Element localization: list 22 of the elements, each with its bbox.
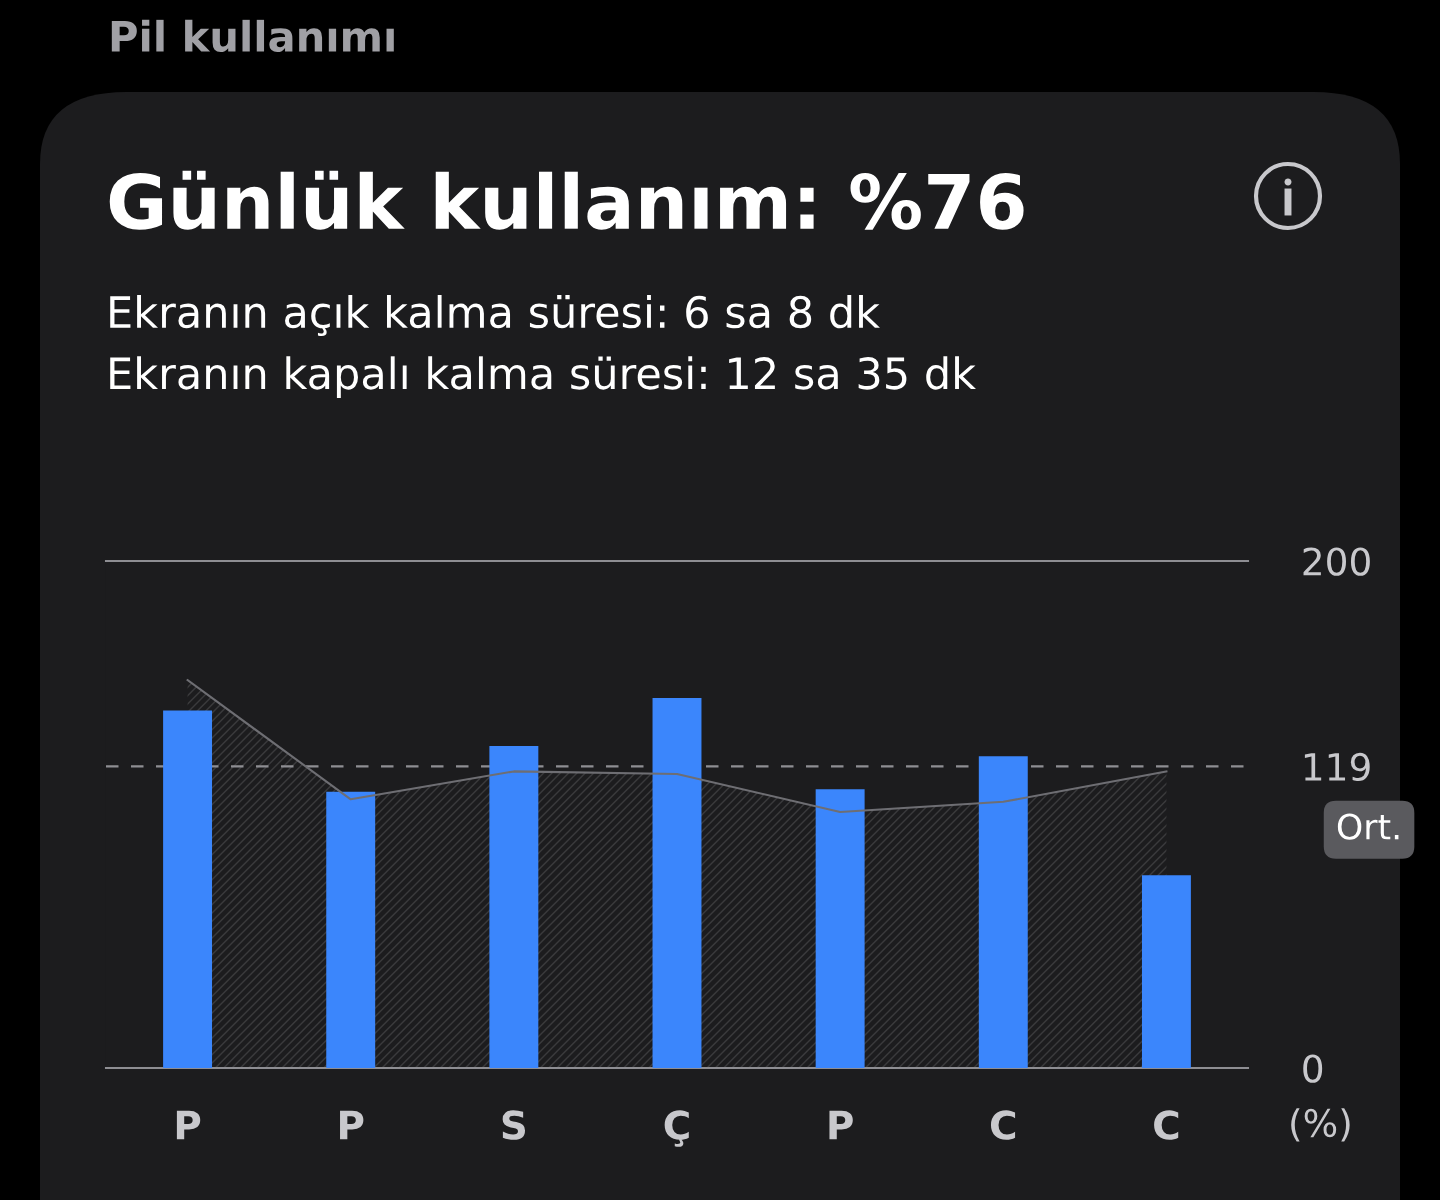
y-tick-label: 119 — [1304, 752, 1370, 782]
bar — [978, 756, 1028, 1068]
x-tick-label: P — [340, 1110, 364, 1140]
text: Pil kullanımı — [111, 19, 394, 53]
bar — [489, 746, 539, 1068]
x-tick-label: P — [176, 1110, 201, 1140]
bar — [1141, 875, 1191, 1068]
bar — [815, 789, 865, 1068]
ref-line-label: Ort. — [1337, 813, 1399, 840]
y-tick-label: 200 — [1303, 547, 1370, 576]
chart-title: Günlük kullanım: %76 — [109, 170, 1024, 230]
chart-subtitle: Ekranın açık kalma süresi: 6 sa 8 dk Ekranın kapalı kalma süresi: 12 sa 35 dk — [110, 295, 976, 398]
bar — [652, 697, 702, 1068]
bar — [326, 791, 376, 1068]
y-tick-label: 0 — [1303, 1054, 1323, 1083]
x-tick-label: P — [829, 1110, 853, 1140]
x-tick-label: Ç — [664, 1110, 689, 1147]
y-axis-title: (%) — [1291, 1108, 1350, 1142]
x-tick-label: S — [502, 1110, 526, 1140]
bar — [163, 710, 213, 1068]
x-tick-label: C — [1154, 1110, 1179, 1140]
x-tick-label: C — [990, 1110, 1016, 1140]
